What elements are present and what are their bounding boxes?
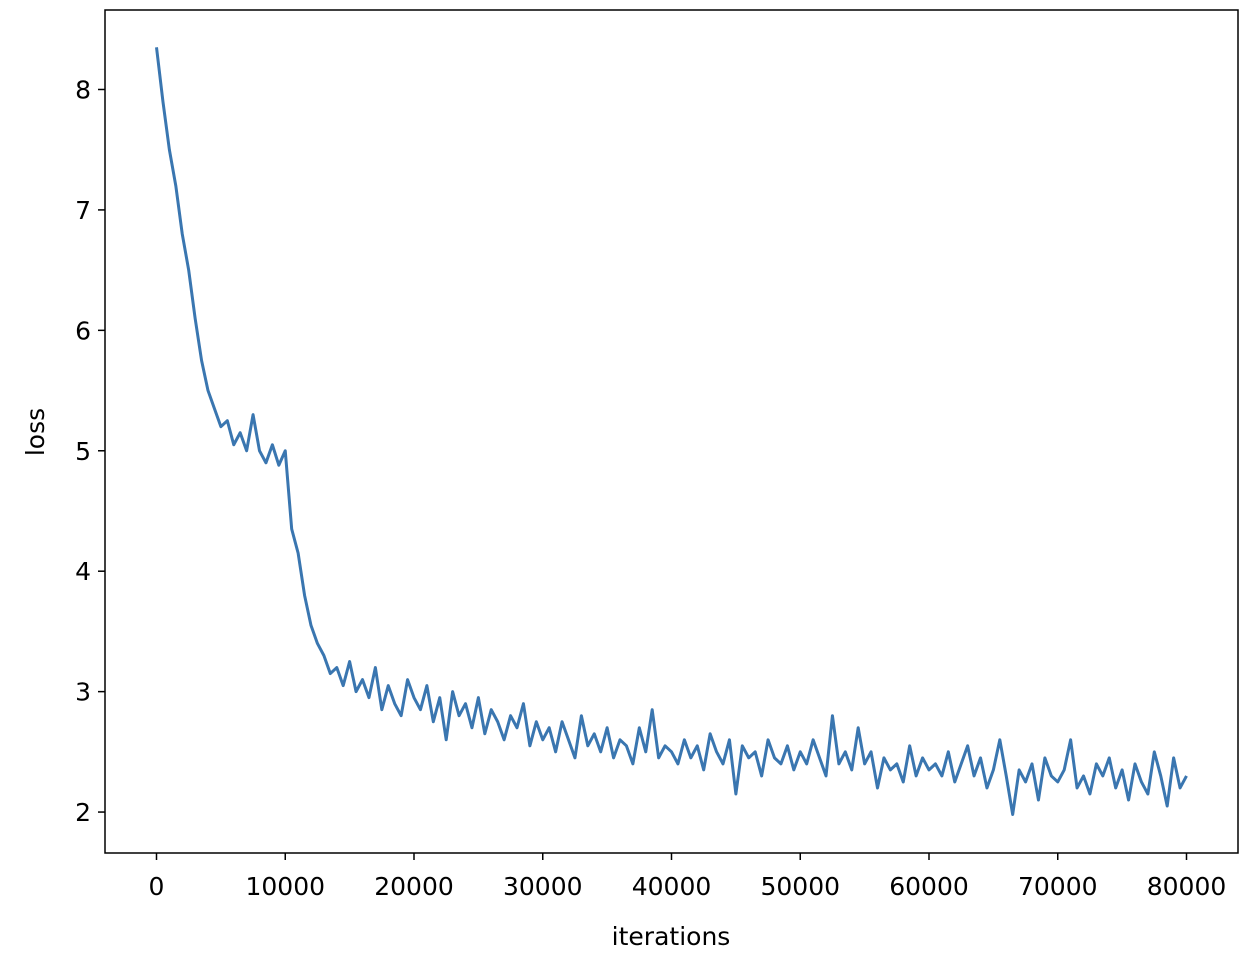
y-tick-label: 7	[75, 196, 91, 225]
y-axis-label: loss	[21, 408, 50, 456]
y-tick-label: 5	[75, 437, 91, 466]
x-tick-label: 20000	[374, 872, 454, 901]
x-tick-label: 60000	[889, 872, 969, 901]
y-tick-label: 8	[75, 75, 91, 104]
x-tick-label: 30000	[503, 872, 583, 901]
x-tick-label: 40000	[632, 872, 712, 901]
x-tick-label: 80000	[1147, 872, 1227, 901]
x-tick-label: 0	[149, 872, 165, 901]
x-tick-label: 70000	[1018, 872, 1098, 901]
y-tick-label: 4	[75, 557, 91, 586]
axes-frame	[104, 9, 1239, 854]
x-tick-label: 10000	[245, 872, 325, 901]
x-tick-label: 50000	[760, 872, 840, 901]
y-tick-label: 3	[75, 678, 91, 707]
y-tick-label: 2	[75, 798, 91, 827]
y-tick-label: 6	[75, 316, 91, 345]
loss-line	[155, 47, 1188, 816]
x-axis-label: iterations	[612, 922, 731, 951]
